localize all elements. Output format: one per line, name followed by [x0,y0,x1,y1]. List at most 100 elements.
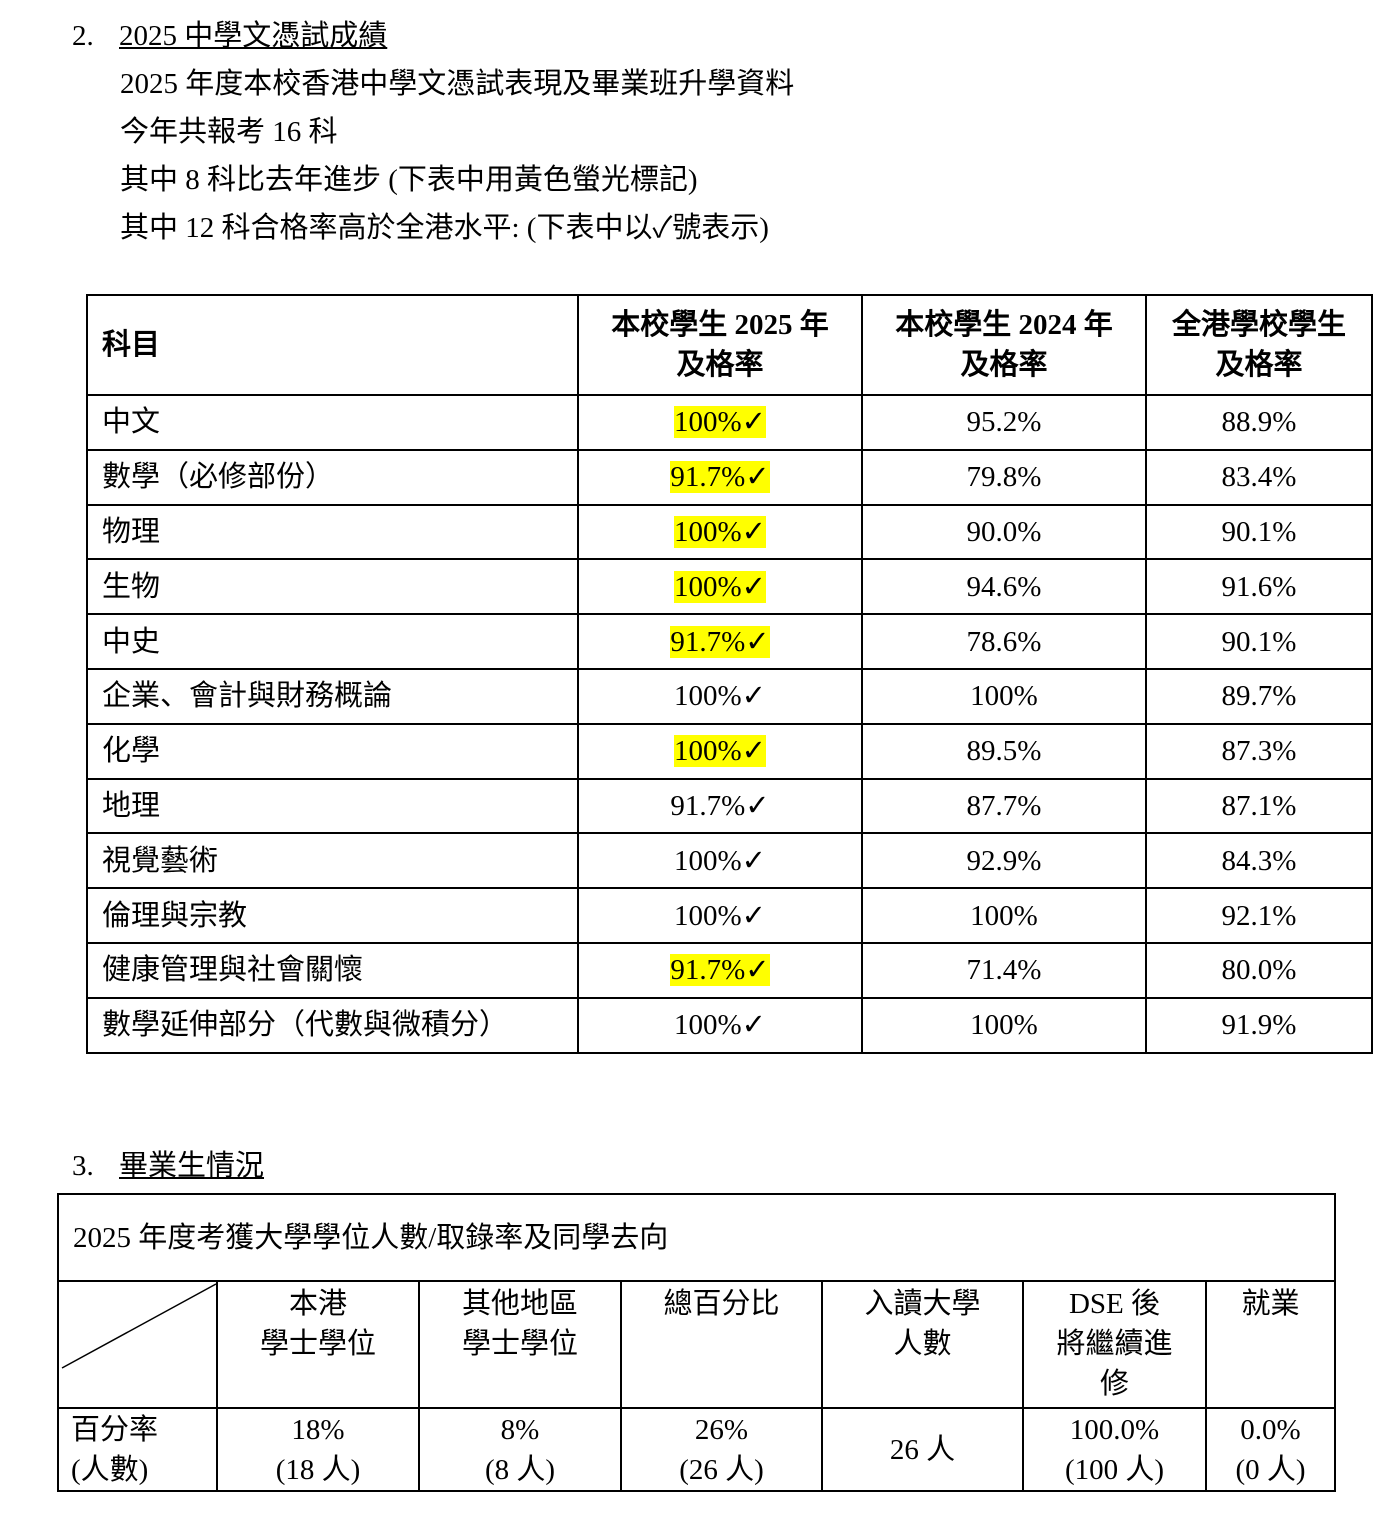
section-2: 2. 2025 中學文憑試成績 2025 年度本校香港中學文憑試表現及畢業班升學… [72,12,794,252]
pass-rate: 100%✓ [674,515,766,548]
cell-line: 學士學位 [259,1328,376,1360]
pass-rate: 83.4% [1221,461,1297,494]
rate-cell: 87.1% [1145,777,1373,835]
pass-rate: 84.3% [1221,844,1297,877]
pass-rate: 100%✓ [674,899,766,932]
pass-rate: 91.7%✓ [670,789,770,822]
rate-cell: 94.6% [861,558,1147,616]
subject-cell: 化學 [86,722,579,780]
rate-cell: 100%✓ [577,503,863,561]
pass-rate: 87.7% [966,789,1042,822]
cell-line: 本校學生 2024 年 [895,309,1113,341]
subject-name: 中文 [102,406,161,439]
pass-rate-table: 科目 本校學生 2025 年及格率 本校學生 2024 年及格率 全港學校學生 及格率中… [86,294,1373,1054]
subject-name: 中史 [102,625,161,658]
subject-name: 生物 [102,570,161,603]
rate-cell: 80.0% [1145,941,1373,999]
pass-rate: 91.6% [1221,570,1297,603]
cell-line: (18 人) [275,1453,361,1486]
pass-rate: 90.0% [966,515,1042,548]
subject-name: 倫理與宗教 [102,899,248,932]
subject-row: 物理 100%✓ 90.0% 90.1% [86,503,1373,561]
table-title: 2025 年度考獲大學學位人數/取錄率及同學去向 [56,1193,1337,1282]
rate-cell: 87.7% [861,777,1147,835]
cell-line: 人數 [893,1328,952,1360]
subject-cell: 生物 [86,558,579,616]
rate-cell: 91.7%✓ [577,613,863,670]
pass-rate: 100% [970,680,1038,713]
data-cell: 18% (18 人) [216,1407,420,1492]
pass-rate: 100%✓ [674,680,766,713]
intro-line: 今年共報考 16 科 [120,116,338,148]
subject-row: 倫理與宗教 100%✓ 100% 92.1% [86,887,1373,944]
rate-cell: 91.7%✓ [577,448,863,506]
pass-rate: 100% [970,899,1038,932]
cell-line: (100 人) [1064,1453,1165,1486]
rate-cell: 100% [861,667,1147,725]
subject-cell: 健康管理與社會關懷 [86,941,579,999]
pass-rate: 95.2% [966,406,1042,439]
section-title: 2025 中學文憑試成績 [119,20,388,52]
cell-line: 100.0% [1069,1413,1160,1446]
pass-rate: 89.7% [1221,680,1297,713]
graduate-table: 2025 年度考獲大學學位人數/取錄率及同學去向 本港 學士學位 其他地區 學士學位 總百… [56,1193,1337,1492]
cell-line: 8% [500,1413,540,1446]
section-title: 畢業生情況 [119,1150,265,1182]
cell-line: (0 人) [1235,1453,1306,1486]
rate-cell: 91.6% [1145,558,1373,616]
pass-rate: 92.1% [1221,899,1297,932]
pass-rate: 100%✓ [674,406,766,439]
rate-cell: 100% [861,996,1147,1054]
header-row: 本港 學士學位 其他地區 學士學位 總百分比 入讀大學 人數 DSE 後將繼續進修就業 [57,1280,1337,1409]
subject-name: 數學延伸部分（代數與微積分） [102,1009,509,1042]
pass-rate: 90.1% [1221,625,1297,658]
rate-cell: 84.3% [1145,832,1373,890]
cell-line: 26% [694,1413,749,1446]
data-cell: 8% (8 人) [418,1407,622,1492]
data-cell: 0.0% (0 人) [1204,1407,1337,1492]
subject-row: 生物 100%✓ 94.6% 91.6% [86,558,1373,616]
diagonal [61,1283,217,1369]
subject-cell: 企業、會計與財務概論 [86,667,579,725]
subject-row: 數學延伸部分（代數與微積分） 100%✓ 100% 91.9% [86,996,1373,1054]
pass-rate: 91.7%✓ [670,954,770,987]
rate-cell: 100%✓ [577,667,863,725]
pass-rate: 88.9% [1221,406,1297,439]
intro-line: 其中 8 科比去年進步 (下表中用黃色螢光標記) [120,164,698,196]
cell-line: 本校學生 2025 年 [611,309,829,341]
rate-cell: 71.4% [861,941,1147,999]
header-cell: 全港學校學生 及格率 [1145,294,1373,396]
pass-rate: 80.0% [1221,954,1297,987]
section-3: 3. 畢業生情況 [72,1142,264,1190]
cell-line: (8 人) [484,1453,556,1486]
rate-cell: 87.3% [1145,722,1373,780]
rate-cell: 88.9% [1145,394,1373,451]
pass-rate: 100%✓ [674,570,766,603]
rate-cell: 90.1% [1145,613,1373,670]
subject-cell: 倫理與宗教 [86,887,579,944]
cell-line: 百分率 [71,1413,159,1446]
subject-row: 視覺藝術 100%✓ 92.9% 84.3% [86,832,1373,890]
rate-cell: 92.1% [1145,887,1373,944]
diagonal-line [61,1283,217,1369]
pass-rate: 94.6% [966,570,1042,603]
subject-row: 中史 91.7%✓ 78.6% 90.1% [86,613,1373,670]
subject-name: 健康管理與社會關懷 [102,954,364,987]
subject-name: 化學 [102,735,161,768]
cell-line: 其他地區 [461,1288,578,1320]
subject-cell: 中文 [86,394,579,451]
rate-cell: 100%✓ [577,558,863,616]
rate-cell: 79.8% [861,448,1147,506]
cell-line: 及格率 [960,349,1048,381]
rate-cell: 95.2% [861,394,1147,451]
pass-rate: 87.1% [1221,789,1297,822]
rate-cell: 100%✓ [577,832,863,890]
subject-row: 企業、會計與財務概論 100%✓ 100% 89.7% [86,667,1373,725]
cell-line: 總百分比 [663,1288,780,1320]
subject-cell: 視覺藝術 [86,832,579,890]
pass-rate: 91.7%✓ [670,625,770,658]
subject-cell: 中史 [86,613,579,670]
subject-row: 地理 91.7%✓ 87.7% 87.1% [86,777,1373,835]
cell-line: 將繼續進 [1056,1328,1173,1360]
subject-row: 中文 100%✓ 95.2% 88.9% [86,394,1373,451]
